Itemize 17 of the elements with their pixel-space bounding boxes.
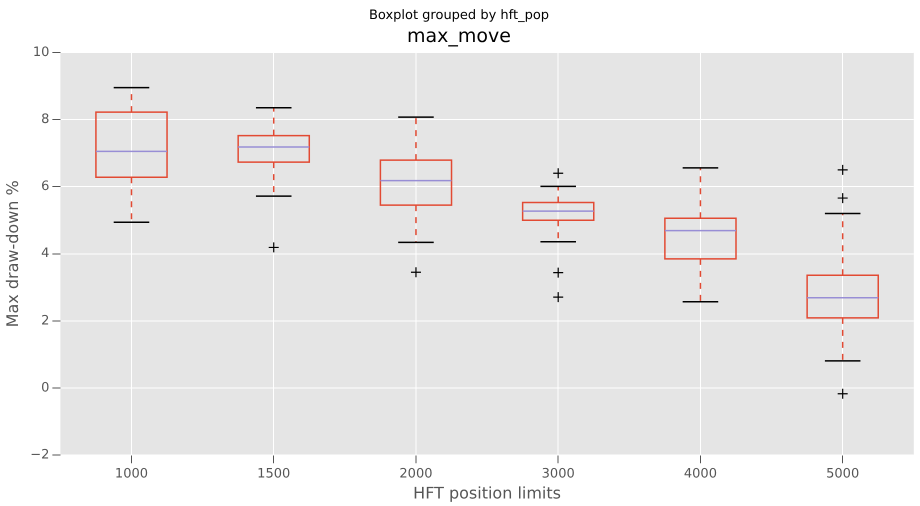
y-tick-label: 2: [41, 313, 50, 328]
x-tick-label: 5000: [826, 466, 860, 482]
y-axis-title: Max draw-down %: [2, 180, 22, 328]
x-tick-label: 2000: [399, 466, 433, 482]
x-tick-label: 3000: [542, 466, 575, 482]
y-tick-label: 6: [41, 179, 50, 194]
chart-subtitle: max_move: [407, 24, 511, 47]
y-tick-label: 8: [41, 112, 50, 127]
x-tick-label: 1500: [257, 466, 290, 482]
y-tick-label: 10: [32, 44, 50, 60]
y-tick-label: 4: [41, 246, 50, 262]
y-tick-label: −2: [30, 448, 50, 463]
x-axis-title: HFT position limits: [413, 484, 561, 503]
x-tick-label: 4000: [684, 466, 717, 482]
x-tick-label: 1000: [114, 466, 148, 482]
chart-title: Boxplot grouped by hft_pop: [368, 8, 550, 24]
y-tick-label: 0: [41, 380, 50, 396]
